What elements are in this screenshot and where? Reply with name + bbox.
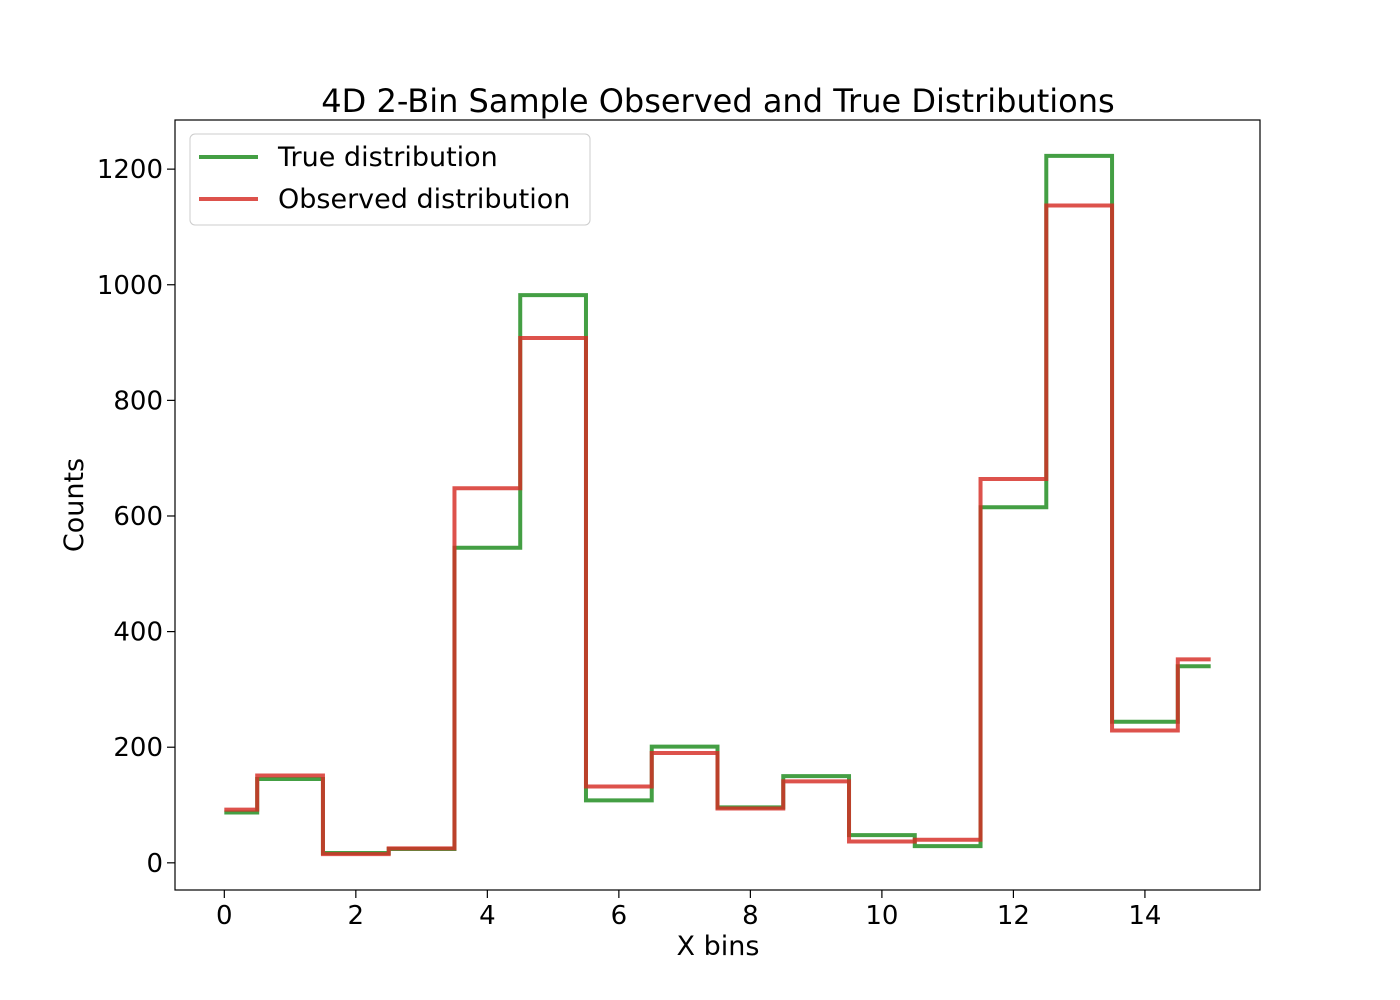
x-tick-label: 6 [611, 901, 628, 931]
legend-label: Observed distribution [278, 184, 570, 215]
x-tick-label: 4 [479, 901, 496, 931]
chart-title: 4D 2-Bin Sample Observed and True Distri… [321, 82, 1114, 120]
series-line-true [224, 153, 1211, 855]
y-tick-label: 200 [113, 733, 163, 763]
series-line-observed [224, 203, 1211, 857]
axes-frame [174, 119, 1261, 891]
legend-box [189, 133, 591, 226]
x-tick-label: 14 [1128, 901, 1161, 931]
plot-area [224, 153, 1211, 857]
y-axis-ticks: 0 200 400 600 800 1000 1200 [97, 155, 175, 879]
x-tick-label: 10 [865, 901, 898, 931]
y-axis-label: Counts [59, 458, 90, 552]
x-tick-label: 8 [742, 901, 759, 931]
x-axis-label: X bins [677, 931, 760, 962]
legend-label: True distribution [277, 142, 498, 173]
y-tick-label: 0 [146, 849, 163, 879]
y-tick-label: 1200 [97, 155, 163, 185]
series-layer [224, 153, 1211, 857]
x-tick-label: 2 [348, 901, 365, 931]
legend: True distribution Observed distribution [189, 133, 591, 226]
x-tick-label: 12 [997, 901, 1030, 931]
x-axis-ticks: 0 2 4 6 8 10 12 14 [216, 890, 1161, 931]
y-tick-label: 600 [113, 502, 163, 532]
y-tick-label: 400 [113, 618, 163, 648]
y-tick-label: 1000 [97, 271, 163, 301]
x-tick-label: 0 [216, 901, 233, 931]
y-tick-label: 800 [113, 386, 163, 416]
